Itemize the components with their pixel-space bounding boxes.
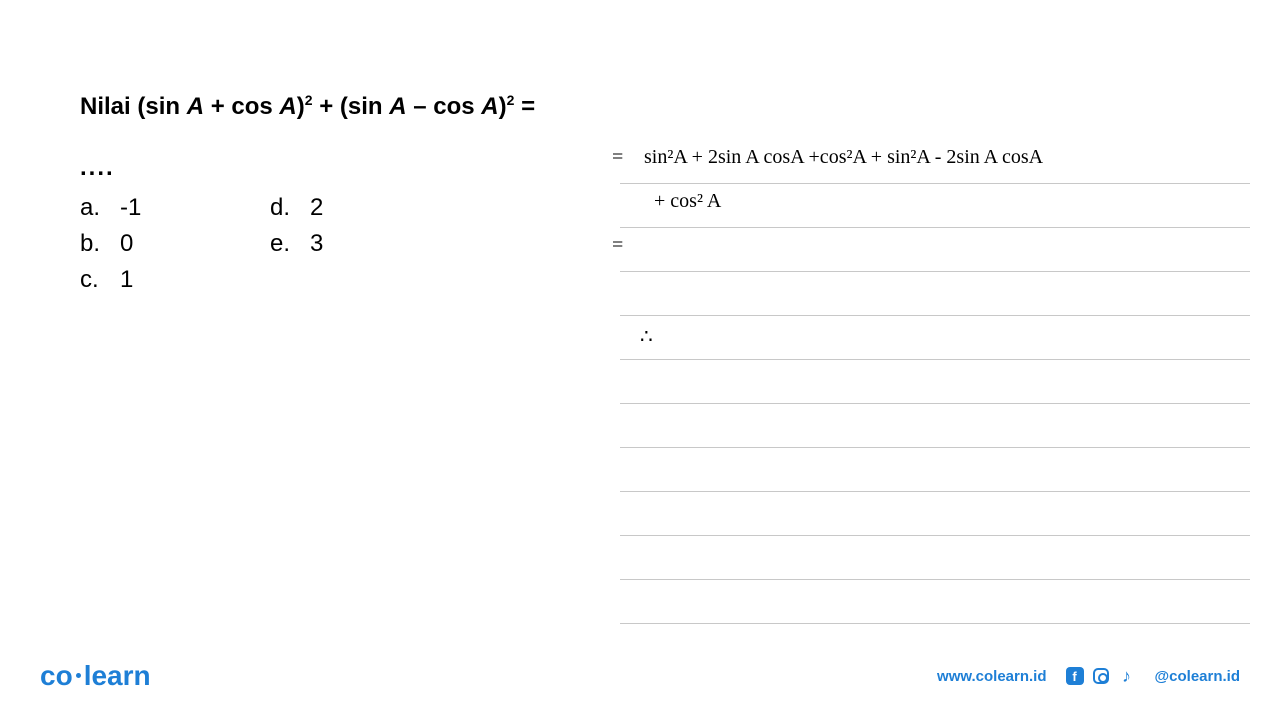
footer-url: www.colearn.id <box>937 668 1046 685</box>
work-line-5: ∴ <box>620 316 1250 360</box>
q-var3: A <box>389 93 406 120</box>
option-d: d. 2 <box>270 194 460 222</box>
option-c-value: 1 <box>120 266 160 294</box>
option-d-value: 2 <box>310 194 350 222</box>
work-line-11 <box>620 580 1250 624</box>
q-mid2: ) <box>297 93 305 120</box>
work-line-4 <box>620 272 1250 316</box>
q-prefix: Nilai (sin <box>80 93 187 120</box>
handwriting-line-1: sin²A + 2sin A cosA +cos²A + sin²A - 2si… <box>644 146 1043 169</box>
logo-dot-icon <box>76 673 81 678</box>
handwriting-line-2: + cos² A <box>654 190 721 213</box>
option-a-label: a. <box>80 194 120 222</box>
footer-handle: @colearn.id <box>1155 668 1240 685</box>
q-suffix: = <box>514 93 535 120</box>
eq-sign-1: = <box>612 146 623 169</box>
content-area: Nilai (sin A + cos A)2 + (sin A – cos A)… <box>0 0 1280 624</box>
cursor-mark: ∴ <box>640 324 651 349</box>
footer: colearn www.colearn.id f ♪ @colearn.id <box>0 660 1280 692</box>
options-grid: a. -1 d. 2 b. 0 e. 3 c. 1 <box>80 194 610 294</box>
option-b-label: b. <box>80 230 120 258</box>
facebook-icon: f <box>1065 666 1085 686</box>
option-a: a. -1 <box>80 194 270 222</box>
option-b: b. 0 <box>80 230 270 258</box>
ellipsis: .... <box>80 154 610 182</box>
social-icons: f ♪ <box>1065 666 1137 686</box>
instagram-icon <box>1091 666 1111 686</box>
option-b-value: 0 <box>120 230 160 258</box>
work-area: = sin²A + 2sin A cosA +cos²A + sin²A - 2… <box>610 90 1250 624</box>
work-line-2: + cos² A <box>620 184 1250 228</box>
question-text: Nilai (sin A + cos A)2 + (sin A – cos A)… <box>80 90 610 124</box>
work-line-9 <box>620 492 1250 536</box>
q-mid1: + cos <box>204 93 279 120</box>
tiktok-icon: ♪ <box>1117 666 1137 686</box>
option-d-label: d. <box>270 194 310 222</box>
q-mid5: ) <box>499 93 507 120</box>
q-sup1: 2 <box>305 92 313 108</box>
q-var1: A <box>187 93 204 120</box>
q-mid3: + (sin <box>313 93 390 120</box>
option-e-value: 3 <box>310 230 350 258</box>
colearn-logo: colearn <box>40 660 151 692</box>
q-var2: A <box>279 93 296 120</box>
work-line-3: = <box>620 228 1250 272</box>
left-panel: Nilai (sin A + cos A)2 + (sin A – cos A)… <box>80 90 610 624</box>
work-line-10 <box>620 536 1250 580</box>
option-c: c. 1 <box>80 266 270 294</box>
work-line-8 <box>620 448 1250 492</box>
work-line-6 <box>620 360 1250 404</box>
logo-right: learn <box>84 660 151 691</box>
option-e-label: e. <box>270 230 310 258</box>
footer-right: www.colearn.id f ♪ @colearn.id <box>937 666 1240 686</box>
option-e: e. 3 <box>270 230 460 258</box>
logo-left: co <box>40 660 73 691</box>
work-line-7 <box>620 404 1250 448</box>
q-mid4: – cos <box>407 93 482 120</box>
work-line-1: = sin²A + 2sin A cosA +cos²A + sin²A - 2… <box>620 140 1250 184</box>
option-a-value: -1 <box>120 194 160 222</box>
option-c-label: c. <box>80 266 120 294</box>
eq-sign-2: = <box>612 234 623 257</box>
q-var4: A <box>481 93 498 120</box>
